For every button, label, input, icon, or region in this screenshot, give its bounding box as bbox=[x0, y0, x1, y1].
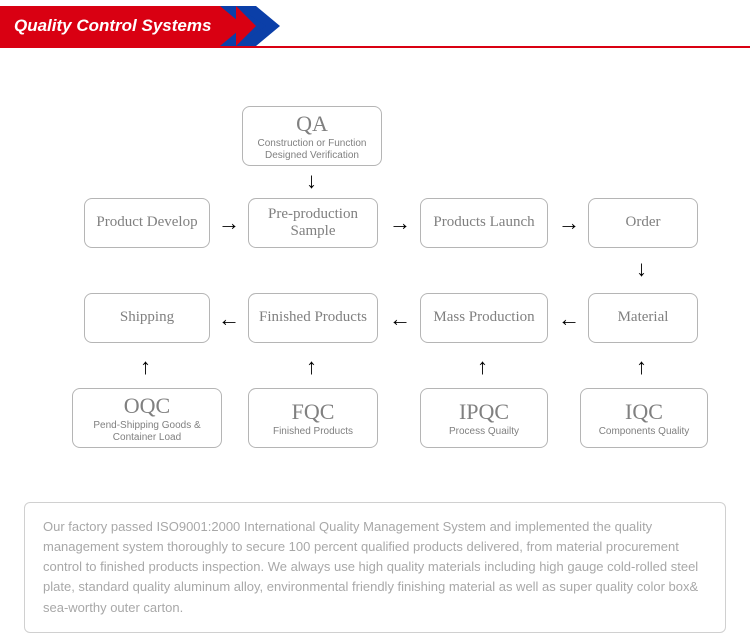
footer-description: Our factory passed ISO9001:2000 Internat… bbox=[24, 502, 726, 633]
node-material-title: Material bbox=[618, 309, 669, 326]
node-mass-title: Mass Production bbox=[433, 309, 534, 326]
arrow-7: ← bbox=[218, 308, 240, 330]
flowchart-canvas: QAConstruction or Function Designed Veri… bbox=[0, 48, 750, 488]
node-order: Order bbox=[588, 198, 698, 248]
arrow-5: ← bbox=[558, 308, 580, 330]
header-bar: Quality Control Systems bbox=[0, 6, 236, 46]
node-develop: Product Develop bbox=[84, 198, 210, 248]
node-ipqc-sub: Process Quailty bbox=[449, 426, 519, 438]
node-develop-title: Product Develop bbox=[96, 214, 197, 231]
node-qa-sub: Construction or Function Designed Verifi… bbox=[249, 138, 375, 161]
node-preprod: Pre-production Sample bbox=[248, 198, 378, 248]
arrow-1: → bbox=[218, 212, 240, 234]
node-oqc: OQCPend-Shipping Goods & Container Load bbox=[72, 388, 222, 448]
node-shipping: Shipping bbox=[84, 293, 210, 343]
arrow-11: ↑ bbox=[636, 356, 647, 378]
node-finished: Finished Products bbox=[248, 293, 378, 343]
arrow-10: ↑ bbox=[477, 356, 488, 378]
arrow-9: ↑ bbox=[306, 356, 317, 378]
header-title: Quality Control Systems bbox=[14, 16, 211, 36]
node-order-title: Order bbox=[626, 214, 661, 231]
node-oqc-title: OQC bbox=[124, 393, 170, 418]
node-fqc-sub: Finished Products bbox=[273, 426, 353, 438]
arrow-3: → bbox=[558, 212, 580, 234]
arrow-8: ↑ bbox=[140, 356, 151, 378]
node-ipqc: IPQC Process Quailty bbox=[420, 388, 548, 448]
node-qa-title: QA bbox=[296, 111, 328, 136]
node-preprod-title: Pre-production Sample bbox=[255, 206, 371, 241]
node-oqc-sub: Pend-Shipping Goods & Container Load bbox=[79, 420, 215, 443]
arrow-0: ↓ bbox=[306, 170, 317, 192]
node-fqc: FQC Finished Products bbox=[248, 388, 378, 448]
node-finished-title: Finished Products bbox=[259, 309, 367, 326]
header-accent-red bbox=[236, 6, 256, 46]
arrow-6: ← bbox=[389, 308, 411, 330]
node-launch: Products Launch bbox=[420, 198, 548, 248]
node-iqc-sub: Components Quality bbox=[599, 426, 690, 438]
node-qa: QAConstruction or Function Designed Veri… bbox=[242, 106, 382, 166]
node-material: Material bbox=[588, 293, 698, 343]
arrow-4: ↓ bbox=[636, 258, 647, 280]
node-mass: Mass Production bbox=[420, 293, 548, 343]
arrow-2: → bbox=[389, 212, 411, 234]
node-ipqc-title: IPQC bbox=[459, 399, 509, 424]
node-shipping-title: Shipping bbox=[120, 309, 174, 326]
node-iqc: IQC Components Quality bbox=[580, 388, 708, 448]
node-fqc-title: FQC bbox=[292, 399, 335, 424]
node-iqc-title: IQC bbox=[625, 399, 663, 424]
node-launch-title: Products Launch bbox=[433, 214, 534, 231]
